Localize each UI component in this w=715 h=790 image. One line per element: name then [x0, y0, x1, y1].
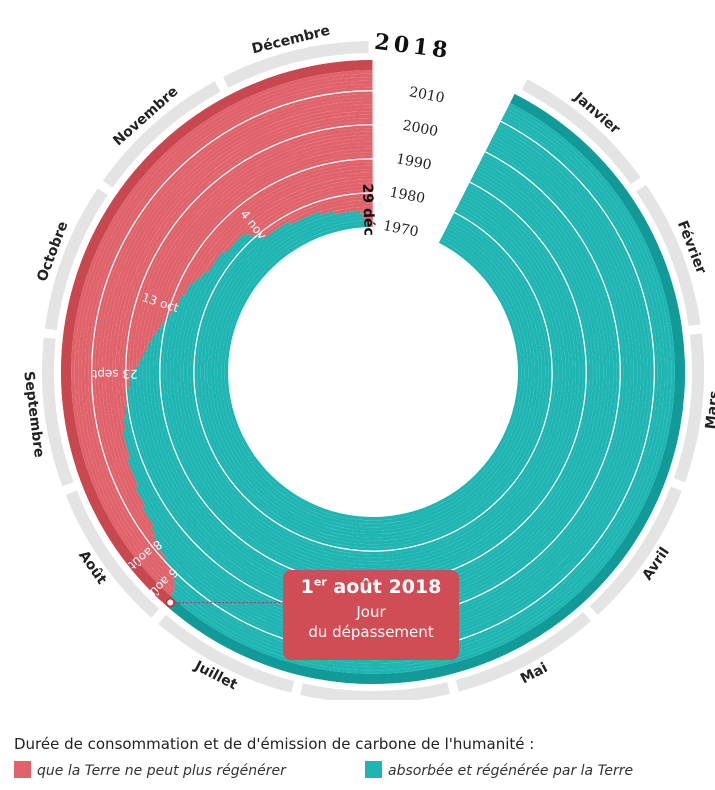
month-segment-4: [589, 486, 682, 615]
band-overshoot-1975: [333, 206, 373, 215]
band-overshoot-1987: [181, 165, 373, 296]
band-overshoot-1971: [366, 220, 373, 224]
band-overshoot-1985: [197, 172, 373, 279]
overshoot-day-callout: 1er août 2018 Jour du dépassement: [283, 570, 459, 660]
callout-line-2: du dépassement: [308, 623, 434, 642]
band-overshoot-1970: [368, 223, 373, 228]
year-title: 2018: [373, 29, 453, 64]
legend-swatch-teal: [365, 761, 382, 778]
month-segment-10: [44, 188, 108, 331]
band-overshoot-1984: [204, 175, 373, 274]
callout-line-1: Jour: [356, 603, 386, 622]
year-tick-2010: 2010: [408, 84, 446, 107]
band-overshoot-1972: [364, 216, 373, 221]
band-overshoot-1990: [162, 155, 373, 323]
band-overshoot-1973: [362, 213, 373, 218]
month-segment-7: [158, 614, 295, 693]
legend: Durée de consommation et de d'émission d…: [0, 735, 715, 790]
band-overshoot-1991: [157, 152, 373, 329]
band-absorbed-2009: [163, 121, 655, 654]
outer-ring: [41, 41, 705, 700]
legend-item-teal: absorbée et régénérée par la Terre: [365, 761, 633, 779]
month-segment-12: [222, 41, 369, 88]
legend-label-red: que la Terre ne peut plus régénérer: [37, 763, 286, 779]
band-overshoot-1977: [288, 199, 373, 225]
overshoot-radial-chart: JanvierFévrierMarsAvrilMaiJuinJuilletAoû…: [20, 23, 715, 700]
month-segment-3: [673, 333, 705, 483]
year-tick-1970: 1970: [382, 218, 420, 241]
callout-title: 1er août 2018: [300, 576, 442, 599]
month-segment-6: [300, 682, 450, 700]
legend-label-teal: absorbée et régénérée par la Terre: [388, 763, 634, 779]
month-segment-8: [65, 490, 160, 618]
overshoot-marker: [165, 597, 176, 608]
month-segment-2: [636, 184, 701, 326]
band-absorbed-1973: [214, 213, 532, 531]
grid-line-1980: [193, 192, 553, 552]
annotation-1970: 29 déc: [359, 183, 377, 236]
band-absorbed-1972: [217, 217, 529, 528]
month-segment-11: [102, 81, 221, 188]
band-overshoot-1976: [320, 203, 373, 215]
band-overshoot-2006: [101, 100, 373, 528]
month-label-3: Mars: [703, 390, 715, 430]
year-tick-1990: 1990: [395, 151, 433, 174]
band-absorbed-1970: [224, 223, 522, 521]
month-segment-5: [455, 612, 592, 692]
legend-item-red: que la Terre ne peut plus régénérer: [14, 761, 286, 779]
band-absorbed-1974: [210, 210, 536, 535]
month-segment-1: [521, 79, 641, 185]
band-overshoot-1974: [360, 209, 373, 214]
year-tick-2000: 2000: [401, 118, 439, 141]
legend-swatch-red: [14, 761, 31, 778]
month-segment-9: [41, 337, 74, 487]
band-absorbed-1971: [221, 220, 525, 524]
band-overshoot-1986: [190, 169, 373, 285]
year-tick-1980: 1980: [388, 185, 426, 208]
annotation-1998: 23 sept: [92, 367, 137, 381]
legend-title: Durée de consommation et de d'émission d…: [14, 735, 535, 753]
